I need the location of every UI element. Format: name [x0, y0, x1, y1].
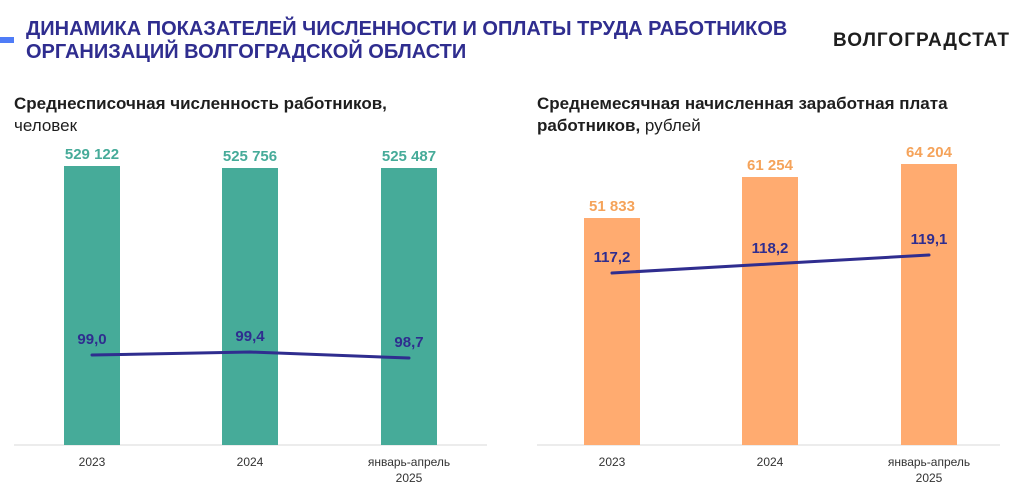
left-value-label-0: 529 122 [65, 146, 119, 163]
left-index-label-2: 98,7 [394, 334, 423, 351]
left-bar-2 [381, 168, 437, 445]
right-value-label-0: 51 833 [589, 198, 635, 215]
brand-logo-text: ВОЛГОГРАДСТАТ [833, 30, 1010, 51]
left-index-label-1: 99,4 [235, 328, 265, 345]
page-title-line-2: ОРГАНИЗАЦИЙ ВОЛГОГРАДСКОЙ ОБЛАСТИ [26, 41, 467, 63]
right-category-label-0: 2023 [599, 455, 626, 469]
left-category-label-1: 2024 [237, 455, 264, 469]
chart-right-title-unit: рублей [644, 116, 701, 135]
left-bar-0 [64, 166, 120, 445]
left-index-line [90, 350, 411, 360]
chart-right-title-bold: Среднемесячная начисленная заработная пл… [537, 94, 948, 135]
page-title: ДИНАМИКА ПОКАЗАТЕЛЕЙ ЧИСЛЕННОСТИ И ОПЛАТ… [26, 18, 826, 64]
chart-right-title: Среднемесячная начисленная заработная пл… [537, 93, 1007, 137]
chart-left-title: Среднесписочная численность работников, … [14, 93, 454, 137]
chart-left-title-unit: человек [14, 116, 78, 135]
right-index-label-0: 117,2 [594, 249, 631, 266]
right-value-label-1: 61 254 [747, 157, 794, 174]
right-category-label-2-1: 2025 [916, 471, 943, 485]
left-value-label-1: 525 756 [223, 148, 277, 165]
right-category-label-2-0: январь-апрель [888, 455, 970, 469]
right-value-label-2: 64 204 [906, 144, 953, 161]
chart-left-title-bold: Среднесписочная численность работников, [14, 94, 387, 113]
left-category-label-2-0: январь-апрель [368, 455, 450, 469]
right-index-line [610, 253, 931, 275]
accent-bar [0, 37, 14, 43]
right-index-label-2: 119,1 [911, 231, 948, 248]
right-bar-0 [584, 218, 640, 445]
left-value-label-2: 525 487 [382, 148, 436, 165]
right-category-label-1: 2024 [757, 455, 784, 469]
left-category-label-2-1: 2025 [396, 471, 423, 485]
right-bar-2 [901, 164, 957, 445]
page-title-line-1: ДИНАМИКА ПОКАЗАТЕЛЕЙ ЧИСЛЕННОСТИ И ОПЛАТ… [26, 18, 788, 40]
right-bar-1 [742, 177, 798, 445]
left-category-label-0: 2023 [79, 455, 106, 469]
right-index-label-1: 118,2 [752, 240, 789, 257]
left-index-label-0: 99,0 [77, 331, 106, 348]
left-bar-1 [222, 168, 278, 445]
